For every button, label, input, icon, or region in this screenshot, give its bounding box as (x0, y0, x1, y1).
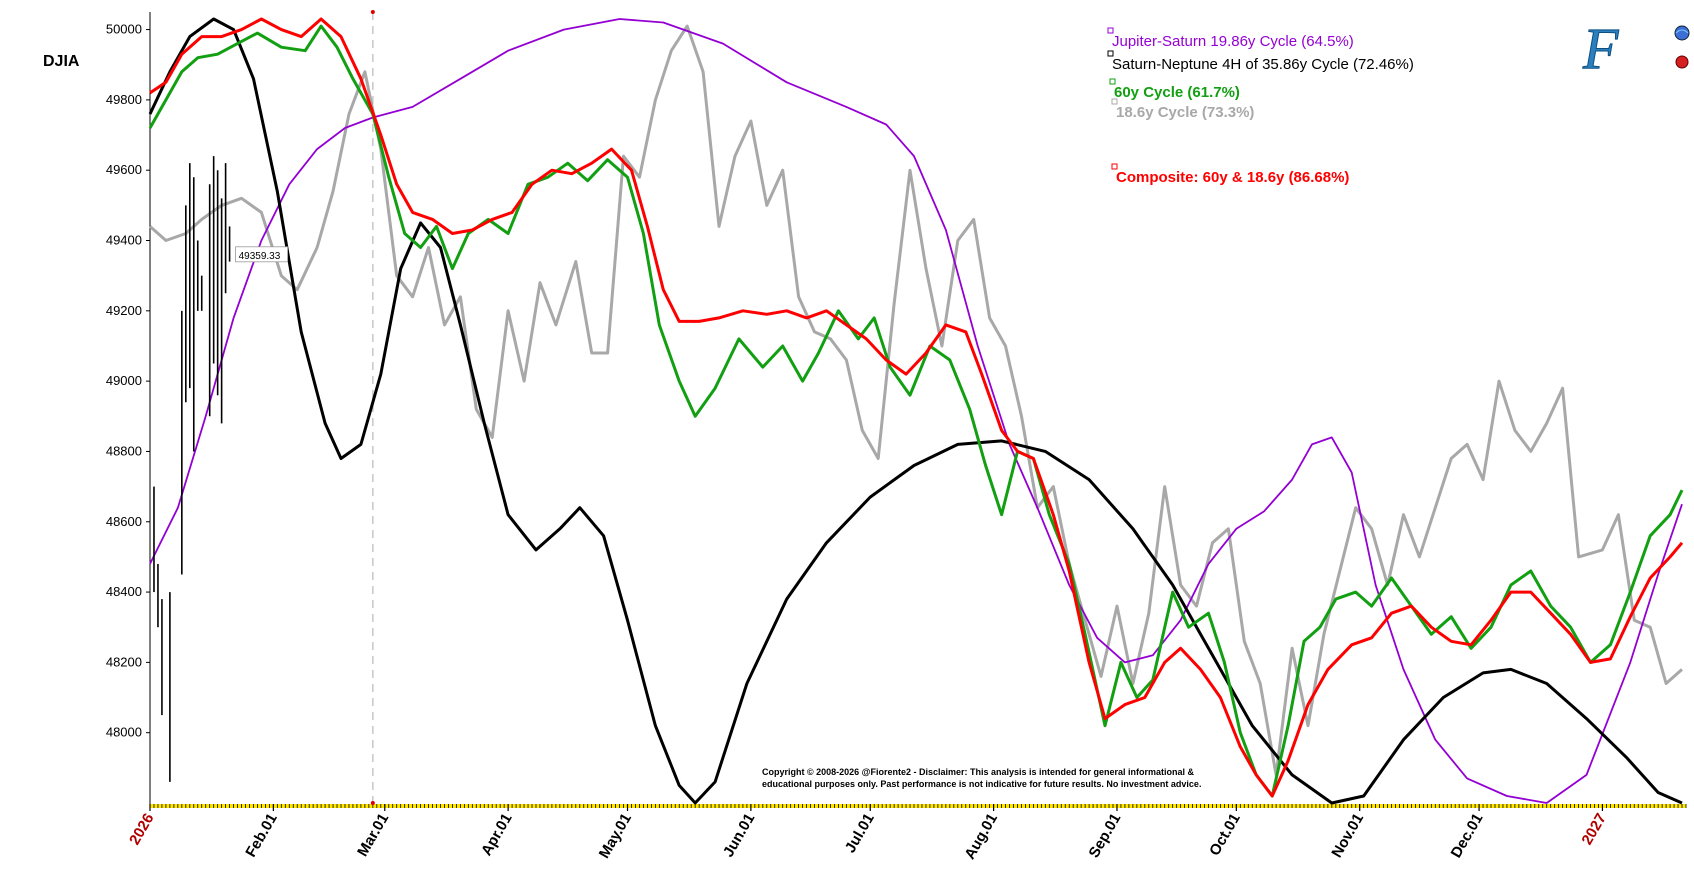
y-tick-label: 48200 (106, 654, 142, 669)
saturn-neptune-line (148, 17, 1683, 805)
logo-letter: F (1582, 16, 1619, 81)
legend-swatch (1111, 98, 1118, 105)
x-tick-label: 2027 (1578, 811, 1609, 848)
legend-swatch (1109, 78, 1116, 85)
cycle-18-6y-line (149, 24, 1683, 777)
price-label: 49359.33 (239, 251, 281, 262)
x-tick-label: Apr.01 (478, 811, 516, 859)
x-tick-label: Jun.01 (720, 811, 758, 861)
x-tick-label: May.01 (596, 811, 635, 862)
copyright-line-1: Copyright © 2008-2026 @Fiorente2 - Discl… (762, 767, 1195, 777)
x-axis: 2026 Feb.01 Mar.01 Apr.01 May.01 Jun.01 Jul.01… (126, 804, 1687, 863)
x-tick-label: Oct.01 (1206, 811, 1244, 859)
y-tick-label: 49000 (106, 373, 142, 388)
legend: Jupiter-Saturn 19.86y Cycle (64.5%) Satur… (1107, 27, 1414, 186)
legend-swatch (1107, 27, 1114, 34)
cycle-60y-line (148, 24, 1684, 798)
legend-saturn-neptune: Saturn-Neptune 4H of 35.86y Cycle (72.46… (1112, 56, 1414, 73)
legend-jupiter-saturn: Jupiter-Saturn 19.86y Cycle (64.5%) (1112, 33, 1354, 50)
x-tick-label: Jul.01 (842, 811, 878, 856)
legend-swatch (1111, 163, 1118, 170)
y-tick-label: 49600 (106, 162, 142, 177)
legend-swatch (1107, 50, 1114, 57)
y-tick-label: 48600 (106, 514, 142, 529)
plot-area: 49359.33 (148, 10, 1684, 805)
x-tick-label: Aug.01 (961, 811, 1001, 863)
x-tick-label: Dec.01 (1448, 811, 1487, 861)
y-tick-label: 50000 (106, 22, 142, 37)
settings-globe-icon[interactable] (1674, 25, 1690, 41)
date-marker-top (370, 10, 375, 14)
price-label-box (235, 246, 288, 263)
y-tick-label: 48400 (106, 584, 142, 599)
composite-line (149, 17, 1684, 798)
toggle-marker-icon[interactable] (1675, 55, 1689, 69)
x-tick-label: Mar.01 (354, 811, 392, 860)
y-tick-label: 48000 (106, 725, 142, 740)
legend-composite: Composite: 60y & 18.6y (86.68%) (1116, 169, 1349, 186)
legend-18-6y-cycle: 18.6y Cycle (73.3%) (1116, 104, 1254, 121)
y-tick-label: 49400 (106, 233, 142, 248)
legend-60y-cycle: 60y Cycle (61.7%) (1114, 84, 1240, 101)
jupiter-saturn-line (149, 18, 1683, 804)
x-tick-label: Nov.01 (1328, 811, 1367, 861)
ticker-title: DJIA (43, 53, 80, 70)
y-tick-label: 49800 (106, 92, 142, 107)
copyright-line-2: educational purposes only. Past performa… (762, 779, 1201, 789)
y-axis: 50000 49800 49600 49400 49200 49000 48800 48600… (106, 12, 151, 805)
date-marker-bottom (370, 801, 375, 805)
x-tick-label: Feb.01 (242, 811, 280, 861)
fiorente-logo: F (1582, 16, 1620, 82)
x-tick-label: Sep.01 (1086, 811, 1125, 861)
x-tick-label: 2026 (126, 811, 157, 848)
y-tick-label: 49200 (106, 303, 142, 318)
y-tick-label: 48800 (106, 443, 142, 458)
